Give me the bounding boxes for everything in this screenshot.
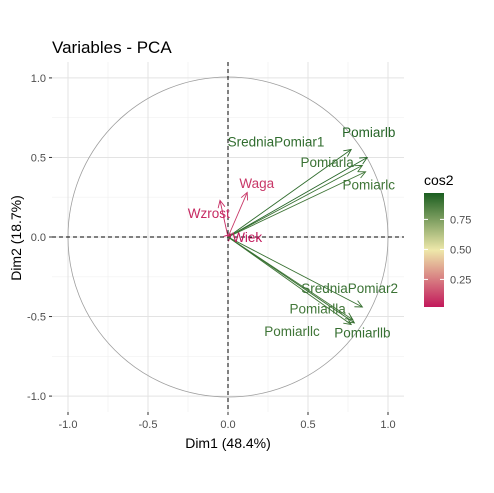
- variable-arrow: [227, 191, 248, 238]
- arrow-shaft: [227, 192, 248, 238]
- variable-label: Pomiarlla: [289, 302, 346, 317]
- variable-arrow: [227, 236, 364, 308]
- x-tick-label: 0.5: [300, 419, 315, 431]
- legend-tick-label: 0.50: [450, 244, 471, 256]
- arrow-head: [357, 171, 367, 179]
- variable-label: Pomiarllc: [264, 324, 320, 339]
- arrow-head: [223, 233, 232, 242]
- arrow-shaft: [227, 171, 366, 238]
- plot-panel: Pomiarlb SredniaPomiar1 Pomiarla Pomiarlc Wa…: [52, 62, 404, 412]
- arrow-shaft: [219, 200, 229, 238]
- variable-arrow: [223, 233, 232, 242]
- variable-arrow: [227, 171, 367, 238]
- variable-arrow: [227, 164, 364, 238]
- arrow-head: [354, 164, 364, 173]
- arrow-head: [346, 315, 356, 324]
- x-tick-label: -1.0: [59, 419, 78, 431]
- variable-arrow: [227, 236, 356, 324]
- variable-label: Waga: [239, 176, 274, 191]
- legend-tick-label: 0.75: [450, 214, 471, 226]
- y-axis-ticks: -1.0 -0.5 0.0 0.5 1.0: [27, 73, 52, 403]
- variable-label: Wiek: [232, 230, 262, 245]
- x-tick-label: -0.5: [139, 419, 158, 431]
- variable-arrow: [227, 236, 353, 326]
- arrow-head: [354, 300, 364, 308]
- variable-arrow: [227, 148, 353, 238]
- arrow-shaft: [227, 236, 352, 325]
- arrow-shaft: [227, 165, 363, 238]
- arrow-shaft: [227, 236, 355, 324]
- variable-label: Pomiarla: [301, 155, 355, 170]
- variable-label: Pomiarlb: [342, 125, 395, 140]
- y-tick-label: 0.5: [31, 152, 46, 164]
- y-tick-label: -0.5: [27, 312, 46, 324]
- variable-labels: Pomiarlb SredniaPomiar1 Pomiarla Pomiarlc Wa…: [188, 125, 398, 340]
- y-tick-label: 1.0: [31, 73, 46, 85]
- variable-arrows: [217, 148, 369, 326]
- cos2-legend: cos2 0.25 0.50 0.75: [424, 172, 471, 307]
- legend-colorbar: [424, 193, 444, 307]
- legend-ticks: 0.25 0.50 0.75: [424, 214, 471, 286]
- x-axis-ticks: -1.0 -0.5 0.0 0.5 1.0: [59, 412, 396, 431]
- arrow-head: [359, 156, 369, 165]
- arrow-head: [343, 317, 353, 326]
- x-tick-label: 0.0: [220, 419, 235, 431]
- arrow-head: [240, 191, 248, 201]
- chart-title: Variables - PCA: [52, 38, 172, 57]
- arrow-head: [217, 199, 226, 209]
- arrow-shaft: [227, 149, 352, 238]
- arrow-shaft: [227, 157, 368, 238]
- x-tick-label: 1.0: [380, 419, 395, 431]
- variable-label: SredniaPomiar1: [228, 135, 325, 150]
- variable-label: Pomiarlc: [343, 178, 396, 193]
- variable-arrow: [227, 156, 369, 238]
- variable-label: SredniaPomiar2: [301, 281, 398, 296]
- variable-label: Wzrost: [188, 206, 230, 221]
- variable-arrow: [217, 199, 229, 238]
- arrow-shaft: [227, 236, 363, 308]
- arrow-head: [343, 148, 353, 157]
- y-tick-label: -1.0: [27, 391, 46, 403]
- y-tick-label: 0.0: [31, 232, 46, 244]
- legend-tick-label: 0.25: [450, 274, 471, 286]
- legend-title: cos2: [424, 172, 454, 188]
- x-axis-label: Dim1 (48.4%): [185, 435, 271, 451]
- variable-label: Pomiarllb: [334, 325, 390, 340]
- y-axis-label: Dim2 (18.7%): [8, 195, 24, 281]
